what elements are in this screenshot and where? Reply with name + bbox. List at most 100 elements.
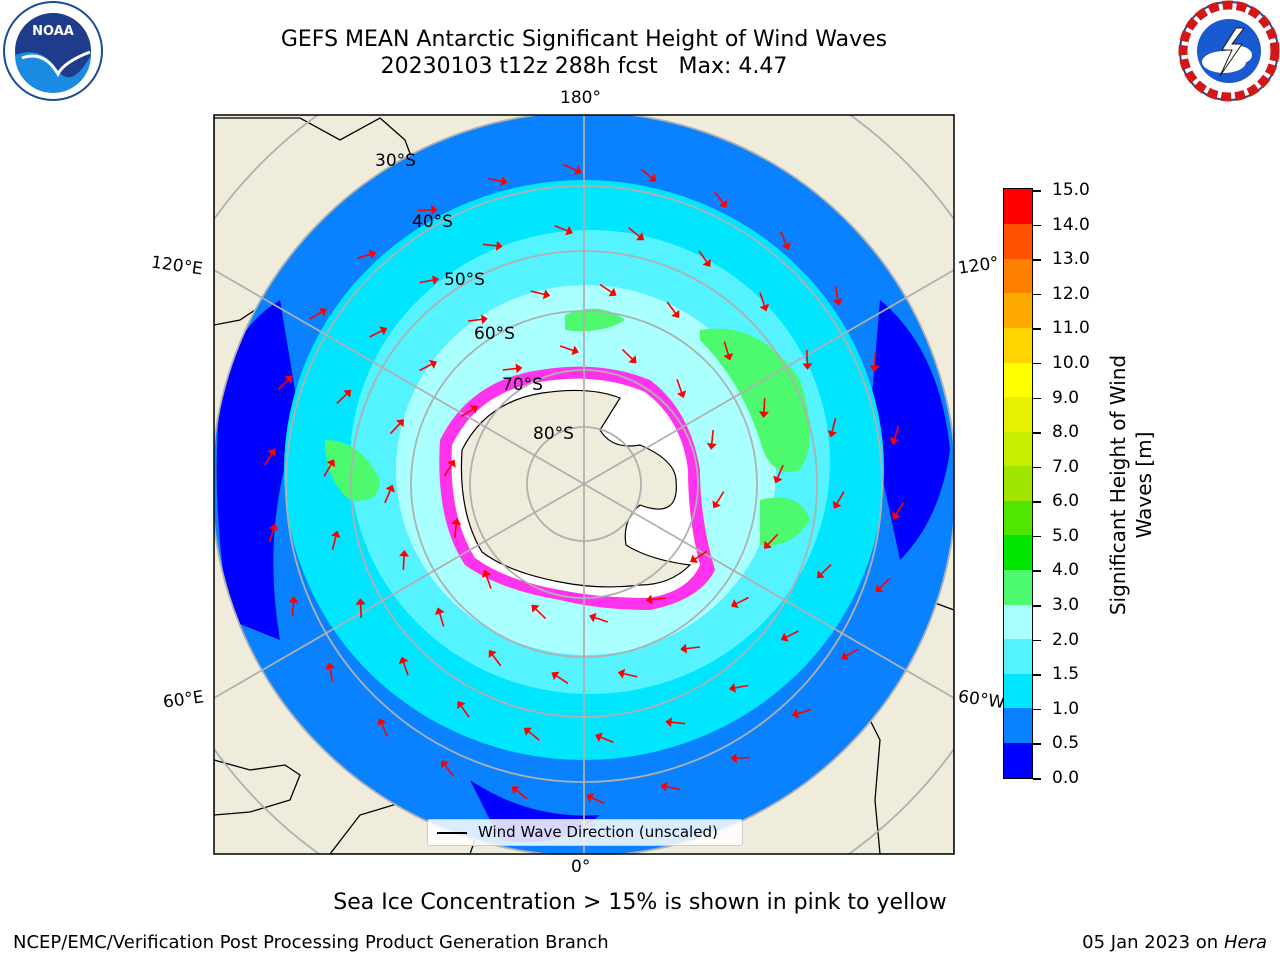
wave-direction-arrowhead xyxy=(284,375,293,384)
wave-direction-arrow xyxy=(895,502,905,516)
wave-direction-arrow xyxy=(460,705,470,718)
wave-direction-arrow xyxy=(694,550,708,560)
wave-direction-arrowhead xyxy=(355,598,366,605)
wave-direction-arrow xyxy=(336,393,348,404)
wave-direction-arrow xyxy=(559,345,574,352)
wave-direction-arrow xyxy=(359,603,362,619)
lon-label-0: 0° xyxy=(571,857,591,877)
wave-direction-arrow xyxy=(893,425,900,440)
wave-direction-arrowhead xyxy=(343,389,352,398)
wave-direction-arrow xyxy=(665,785,680,791)
wave-direction-arrow xyxy=(879,578,891,589)
run-date: 05 Jan 2023 on Hera xyxy=(1082,932,1267,953)
wave-direction-arrow xyxy=(309,311,323,320)
wave-direction-arrow xyxy=(468,318,483,322)
colorbar-tick-label: 15.0 xyxy=(1052,180,1090,200)
wave-direction-arrowhead xyxy=(827,430,838,438)
colorbar-tick-label: 12.0 xyxy=(1052,283,1090,304)
colorbar-tick-label: 14.0 xyxy=(1052,214,1090,235)
wave-direction-arrowhead xyxy=(730,599,739,609)
wave-direction-arrow xyxy=(384,489,392,504)
wave-direction-arrow xyxy=(554,224,568,232)
wave-direction-arrowhead xyxy=(628,355,637,364)
wave-direction-arrow xyxy=(831,418,837,432)
wave-direction-arrowhead xyxy=(377,718,387,726)
graticule xyxy=(214,115,954,854)
wave-direction-arrow xyxy=(488,177,503,183)
colorbar-tick xyxy=(1033,466,1041,469)
wave-direction-arrowhead xyxy=(325,662,336,670)
colorbar-segment xyxy=(1004,465,1032,501)
colorbar-tick-label: 11.0 xyxy=(1052,318,1090,339)
wave-direction-arrow xyxy=(623,672,638,678)
colorbar-segment xyxy=(1004,500,1032,536)
wave-direction-arrowhead xyxy=(832,298,843,306)
colorbar-segment xyxy=(1004,569,1032,605)
map-legend: Wind Wave Direction (unscaled) xyxy=(427,819,743,846)
wave-direction-arrowhead xyxy=(531,604,540,613)
colorbar-tick-label: 9.0 xyxy=(1052,387,1080,408)
run-date-text: 05 Jan 2023 on xyxy=(1082,932,1224,953)
credit-text: NCEP/EMC/Verification Post Processing Pr… xyxy=(13,932,609,953)
wave-direction-arrowhead xyxy=(586,793,594,803)
colorbar-segment xyxy=(1004,189,1032,225)
wave-direction-arrow xyxy=(389,422,401,435)
colorbar-segment xyxy=(1004,604,1032,640)
wave-direction-arrowhead xyxy=(574,165,582,175)
colorbar-tick xyxy=(1033,639,1041,642)
wave-direction-arrowhead xyxy=(481,569,492,578)
colorbar-segment xyxy=(1004,292,1032,328)
colorbar-segment xyxy=(1004,361,1032,398)
wave-direction-arrow xyxy=(380,723,388,737)
wave-direction-arrowhead xyxy=(648,173,657,182)
wave-direction-arrow xyxy=(621,348,633,360)
wave-direction-arrow xyxy=(590,796,605,805)
wave-direction-arrowhead xyxy=(495,240,503,251)
wave-direction-arrowhead xyxy=(500,176,508,187)
wave-band-5-north xyxy=(565,308,625,332)
wave-direction-arrow xyxy=(485,575,492,589)
wave-direction-arrowhead xyxy=(680,643,688,654)
wave-direction-arrow xyxy=(698,250,708,263)
wave-direction-arrow xyxy=(836,491,845,505)
wave-direction-arrowhead xyxy=(469,405,478,414)
wave-direction-arrow xyxy=(651,597,666,601)
lat-label-60s: 60°S xyxy=(474,324,515,344)
wave-direction-arrow xyxy=(763,398,766,413)
colorbar-tick xyxy=(1033,778,1041,780)
wave-direction-arrow xyxy=(417,209,432,212)
wave-direction-arrowhead xyxy=(875,584,884,593)
colorbar-tick-label: 8.0 xyxy=(1052,422,1080,443)
colorbar-label: Significant Height of Wind Waves [m] xyxy=(1105,335,1157,635)
colorbar-tick-label: 0.5 xyxy=(1052,733,1080,754)
wave-direction-arrowhead xyxy=(791,708,800,719)
wave-direction-arrowhead xyxy=(429,359,438,369)
colorbar-tick-label: 7.0 xyxy=(1052,456,1080,477)
wave-direction-arrow xyxy=(714,191,724,204)
colorbar-segment xyxy=(1004,673,1032,709)
wave-direction-arrow xyxy=(785,630,799,639)
wave-direction-arrow xyxy=(685,646,700,650)
wave-direction-arrowhead xyxy=(608,287,617,297)
wave-direction-arrowhead xyxy=(671,309,680,319)
wave-direction-arrowhead xyxy=(702,258,711,267)
wave-band-0b xyxy=(870,300,950,560)
wave-direction-arrow xyxy=(776,464,784,479)
colorbar-segment xyxy=(1004,223,1032,259)
wave-direction-arrow xyxy=(369,329,383,338)
wave-direction-arrowhead xyxy=(288,596,299,603)
wave-direction-arrow xyxy=(820,564,832,575)
colorbar-tick xyxy=(1033,190,1041,192)
colorbar-tick-label: 13.0 xyxy=(1052,249,1090,270)
wave-direction-arrow xyxy=(402,555,405,570)
wind-wave-arrows xyxy=(263,163,905,805)
wave-direction-arrow xyxy=(723,341,730,356)
colorbar-tick-label: 1.0 xyxy=(1052,698,1080,719)
wave-direction-arrow xyxy=(460,408,474,418)
colorbar-tick xyxy=(1033,674,1041,676)
wave-direction-arrowhead xyxy=(773,475,783,484)
wave-direction-arrowhead xyxy=(399,549,410,557)
wave-direction-arrowhead xyxy=(523,727,532,736)
wave-direction-arrowhead xyxy=(551,671,560,681)
wave-direction-arrowhead xyxy=(780,632,789,642)
